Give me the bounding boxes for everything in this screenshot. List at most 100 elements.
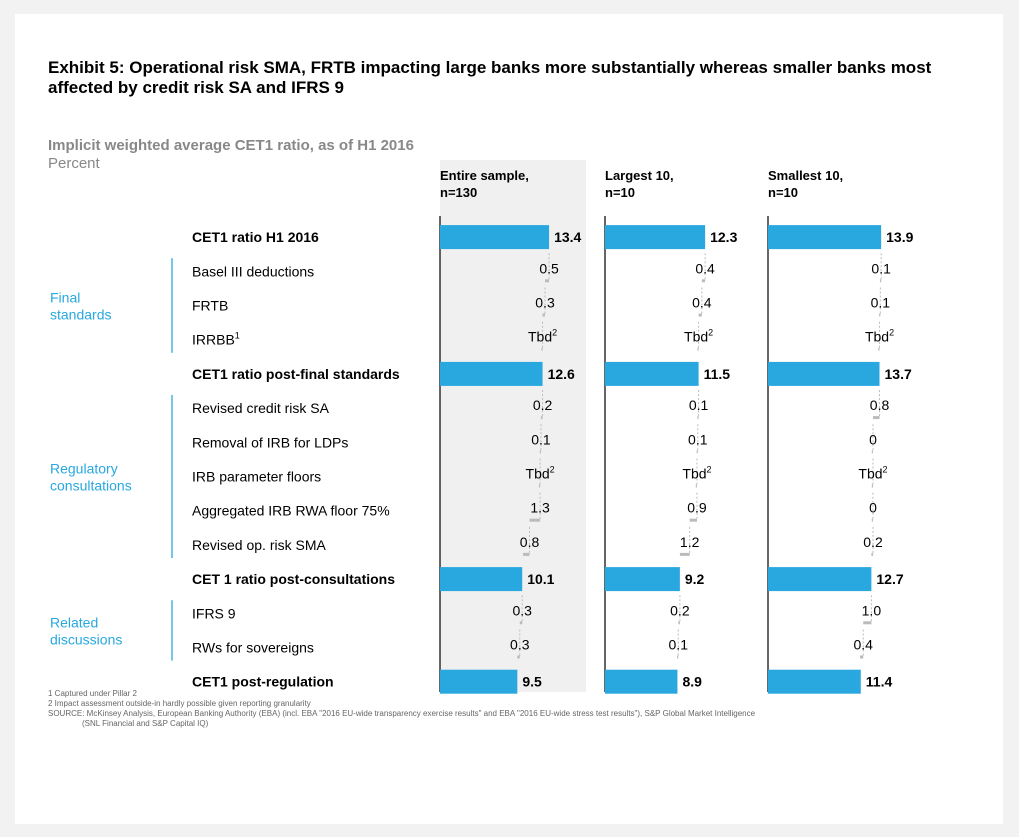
delta-removal-of-irb-for-ldps-col1	[539, 450, 541, 454]
delta-irrbb-col2	[697, 347, 699, 351]
value-label-rws-for-sovereigns-col2: 0.1	[669, 637, 689, 653]
chart-title: Exhibit 5: Operational risk SMA, FRTB im…	[48, 58, 932, 97]
value-label-frtb-col1: 0.3	[535, 295, 555, 311]
value-label-revised-credit-risk-sa-col1: 0.2	[533, 397, 553, 413]
value-label-rws-for-sovereigns-col1: 0.3	[510, 637, 530, 653]
row-label-rws-for-sovereigns: RWs for sovereigns	[192, 640, 314, 656]
source-note: SOURCE: McKinsey Analysis, European Bank…	[48, 709, 756, 718]
bar-cet-1-ratio-post-consultations-col2	[605, 567, 680, 592]
bar-cet1-ratio-h1-2016-col1	[440, 225, 550, 250]
bar-cet1-post-regulation-col3	[768, 669, 861, 694]
row-label-cet-1-ratio-post-consultations: CET 1 ratio post-consultations	[192, 571, 395, 587]
delta-rws-for-sovereigns-col2	[677, 655, 679, 659]
row-label-ifrs-9: IFRS 9	[192, 605, 236, 621]
value-label-cet1-post-regulation-col3: 11.4	[866, 674, 893, 690]
delta-revised-op-risk-sma-col3	[871, 552, 874, 556]
footnote-2: 2 Impact assessment outside-in hardly po…	[48, 699, 311, 708]
row-label-removal-of-irb-for-ldps: Removal of IRB for LDPs	[192, 434, 348, 450]
bar-cet1-ratio-post-final-standards-col2	[605, 361, 699, 386]
source-note-continued: (SNL Financial and S&P Capital IQ)	[82, 719, 209, 728]
bar-cet1-post-regulation-col1	[440, 669, 518, 694]
column-header-3: Smallest 10, n=10	[768, 168, 843, 200]
value-label-ifrs-9-col3: 1.0	[862, 602, 882, 618]
value-label-cet1-ratio-post-final-standards-col1: 12.6	[548, 366, 575, 382]
row-label-irb-parameter-floors: IRB parameter floors	[192, 469, 321, 485]
delta-irb-parameter-floors-col1	[538, 484, 541, 488]
footnote-1: 1 Captured under Pillar 2	[48, 689, 137, 698]
delta-ifrs-9-col2	[678, 621, 680, 625]
value-label-aggregated-irb-rwa-floor-75-col1: 1.3	[530, 500, 550, 516]
value-label-ifrs-9-col2: 0.2	[670, 602, 690, 618]
value-label-cet-1-ratio-post-consultations-col3: 12.7	[876, 571, 903, 587]
delta-irrbb-col3	[878, 347, 880, 351]
delta-irrbb-col1	[541, 347, 543, 351]
footnotes: 1 Captured under Pillar 2 2 Impact asses…	[48, 689, 988, 729]
value-label-basel-iii-deductions-col3: 0.1	[871, 260, 891, 276]
bar-cet1-ratio-post-final-standards-col1	[440, 361, 543, 386]
group-label-related-discussions: Related discussions	[50, 614, 122, 647]
value-label-cet1-post-regulation-col1: 9.5	[522, 674, 542, 690]
delta-rws-for-sovereigns-col3	[859, 655, 864, 659]
delta-rws-for-sovereigns-col1	[517, 655, 520, 659]
bar-cet1-ratio-post-final-standards-col3	[768, 361, 880, 386]
value-label-irb-parameter-floors-col3: Tbd2	[858, 465, 887, 482]
value-label-revised-op-risk-sma-col3: 0.2	[863, 534, 883, 550]
value-label-revised-op-risk-sma-col2: 1.2	[680, 534, 700, 550]
value-label-revised-op-risk-sma-col1: 0.8	[520, 534, 540, 550]
value-label-cet1-ratio-h1-2016-col1: 13.4	[554, 229, 581, 245]
value-label-cet1-ratio-h1-2016-col2: 12.3	[710, 229, 737, 245]
value-label-aggregated-irb-rwa-floor-75-col3: 0	[869, 500, 877, 516]
group-label-regulatory-consultations: Regulatory consultations	[50, 461, 132, 494]
bar-cet-1-ratio-post-consultations-col3	[768, 567, 872, 592]
value-label-ifrs-9-col1: 0.3	[512, 602, 532, 618]
value-label-irb-parameter-floors-col2: Tbd2	[682, 465, 711, 482]
value-label-cet-1-ratio-post-consultations-col1: 10.1	[527, 571, 554, 587]
value-label-cet1-post-regulation-col2: 8.9	[682, 674, 702, 690]
delta-aggregated-irb-rwa-floor-75-col2	[689, 518, 697, 522]
value-label-frtb-col3: 0.1	[871, 295, 891, 311]
value-label-cet1-ratio-h1-2016-col3: 13.9	[886, 229, 913, 245]
delta-basel-iii-deductions-col1	[545, 279, 550, 283]
bar-cet1-ratio-h1-2016-col3	[768, 225, 882, 250]
delta-ifrs-9-col3	[863, 621, 872, 625]
row-label-cet1-ratio-post-final-standards: CET1 ratio post-final standards	[192, 366, 400, 382]
value-label-cet1-ratio-post-final-standards-col3: 13.7	[885, 366, 912, 382]
value-label-irrbb-col1: Tbd2	[528, 328, 557, 345]
value-label-rws-for-sovereigns-col3: 0.4	[854, 637, 874, 653]
value-label-cet1-ratio-post-final-standards-col2: 11.5	[704, 366, 731, 382]
delta-irb-parameter-floors-col3	[871, 484, 874, 488]
value-label-aggregated-irb-rwa-floor-75-col2: 0.9	[687, 500, 707, 516]
chart-subtitle: Implicit weighted average CET1 ratio, as…	[48, 137, 414, 154]
bar-cet1-post-regulation-col2	[605, 669, 678, 694]
column-header-1: Entire sample, n=130	[440, 168, 529, 200]
row-label-frtb: FRTB	[192, 298, 228, 314]
row-label-irrbb: IRRBB1	[192, 331, 240, 348]
delta-removal-of-irb-for-ldps-col2	[696, 450, 698, 454]
value-label-basel-iii-deductions-col2: 0.4	[695, 260, 715, 276]
column-header-2: Largest 10, n=10	[605, 168, 674, 200]
value-label-irb-parameter-floors-col1: Tbd2	[526, 465, 555, 482]
row-label-cet1-post-regulation: CET1 post-regulation	[192, 674, 334, 690]
delta-ifrs-9-col1	[519, 621, 523, 625]
row-label-basel-iii-deductions: Basel III deductions	[192, 263, 314, 279]
value-label-basel-iii-deductions-col1: 0.5	[539, 260, 559, 276]
row-label-revised-credit-risk-sa: Revised credit risk SA	[192, 400, 330, 416]
delta-removal-of-irb-for-ldps-col3	[871, 450, 874, 454]
unit-label: Percent	[48, 155, 100, 172]
bar-cet-1-ratio-post-consultations-col1	[440, 567, 523, 592]
value-label-frtb-col2: 0.4	[692, 295, 712, 311]
delta-revised-op-risk-sma-col2	[679, 552, 690, 556]
delta-aggregated-irb-rwa-floor-75-col3	[871, 518, 874, 522]
delta-frtb-col1	[542, 313, 546, 317]
group-label-final-standards: Final standards	[50, 290, 111, 323]
value-label-irrbb-col3: Tbd2	[865, 328, 894, 345]
delta-frtb-col2	[698, 313, 702, 317]
delta-aggregated-irb-rwa-floor-75-col1	[529, 518, 541, 522]
value-label-revised-credit-risk-sa-col2: 0.1	[689, 397, 709, 413]
value-label-cet-1-ratio-post-consultations-col2: 9.2	[685, 571, 705, 587]
value-label-removal-of-irb-for-ldps-col3: 0	[869, 431, 877, 447]
delta-revised-credit-risk-sa-col2	[697, 416, 699, 420]
delta-basel-iii-deductions-col2	[701, 279, 706, 283]
value-label-removal-of-irb-for-ldps-col2: 0.1	[688, 431, 708, 447]
